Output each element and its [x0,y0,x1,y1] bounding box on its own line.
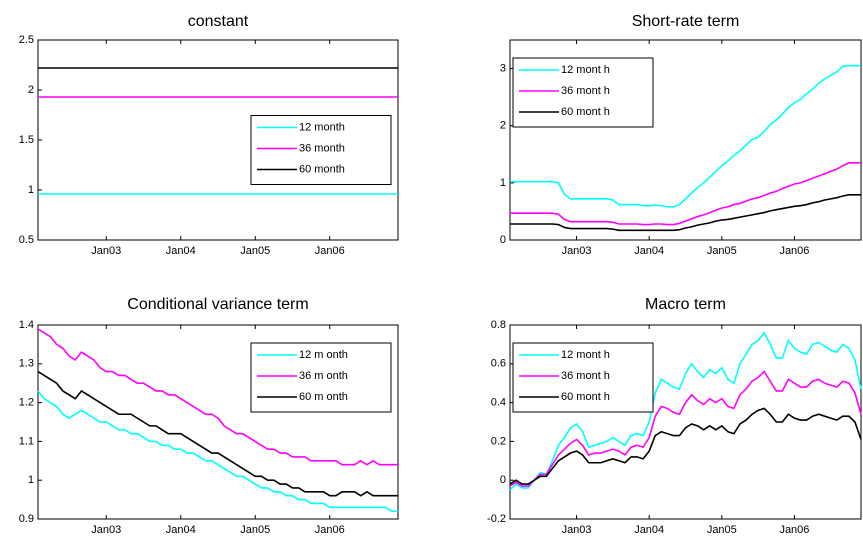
x-tick-label: Jan06 [315,245,345,257]
y-tick-label: 2 [500,120,506,132]
legend-label: 12 month [299,121,345,133]
subplot: Conditional variance term 0.9 1 1.1 1.2 1.3 1.… [19,296,399,536]
y-tick-label: -0.2 [487,513,506,525]
y-tick-label: 0.4 [491,397,506,409]
series-line [510,194,861,232]
series-line [37,328,398,466]
chart-title: Conditional variance term [127,296,308,313]
legend-label: 36 mont h [561,370,610,382]
x-tick-label: Jan06 [779,524,809,536]
y-tick-label: 0.2 [491,435,506,447]
legend-label: 60 mont h [561,391,610,403]
legend-label: 12 mont h [561,349,610,361]
y-tick-label: 0.5 [19,234,34,246]
x-tick-label: Jan06 [779,245,809,257]
y-tick-label: 3 [500,62,506,74]
legend-label: 36 mont h [561,85,610,97]
legend-label: 12 m onth [299,349,348,361]
series-line [510,162,861,226]
chart-title: Macro term [645,296,726,313]
series-line [509,407,862,485]
series-line [509,370,862,487]
x-tick-label: Jan05 [707,245,737,257]
x-tick-label: Jan03 [562,245,592,257]
series-line [37,390,398,513]
x-tick-label: Jan03 [91,524,121,536]
y-tick-label: 0 [500,234,506,246]
y-tick-label: 1.1 [19,435,34,447]
subplot: constant 0.5 1 1.5 2 2.5 Jan03 Jan04 Jan05 Jan06 1… [19,13,399,257]
x-tick-label: Jan04 [166,524,196,536]
y-tick-label: 1.4 [19,319,34,331]
x-tick-label: Jan03 [562,524,592,536]
series-line [510,64,861,208]
y-tick-label: 1.5 [19,134,34,146]
chart-title: Short-rate term [632,13,740,30]
legend-label: 36 m onth [299,370,348,382]
y-tick-label: 2.5 [19,34,34,46]
x-tick-label: Jan04 [166,245,196,257]
subplot: Short-rate term 0 1 2 3 Jan03 Jan04 Jan05 Jan06 1… [500,13,862,257]
y-tick-label: 0 [500,474,506,486]
x-tick-label: Jan05 [240,524,270,536]
x-tick-label: Jan05 [707,524,737,536]
y-tick-label: 1 [28,474,34,486]
series-line [509,331,862,491]
x-tick-label: Jan05 [240,245,270,257]
legend-label: 36 month [299,142,345,154]
x-tick-label: Jan04 [634,245,664,257]
y-tick-label: 2 [28,84,34,96]
y-tick-label: 1 [28,184,34,196]
subplot: Macro term -0.2 0 0.2 0.4 0.6 0.8 Jan03 Jan04 Jan… [487,296,862,536]
y-tick-label: 1.3 [19,358,34,370]
y-tick-label: 0.6 [491,358,506,370]
series-line [37,370,398,497]
legend-label: 12 mont h [561,64,610,76]
x-tick-label: Jan04 [634,524,664,536]
y-tick-label: 0.8 [491,319,506,331]
legend-label: 60 m onth [299,391,348,403]
x-tick-label: Jan03 [91,245,121,257]
x-tick-label: Jan06 [315,524,345,536]
legend-label: 60 month [299,163,345,175]
chart-title: constant [188,13,249,30]
y-tick-label: 0.9 [19,513,34,525]
legend-label: 60 mont h [561,106,610,118]
y-tick-label: 1.2 [19,397,34,409]
y-tick-label: 1 [500,177,506,189]
